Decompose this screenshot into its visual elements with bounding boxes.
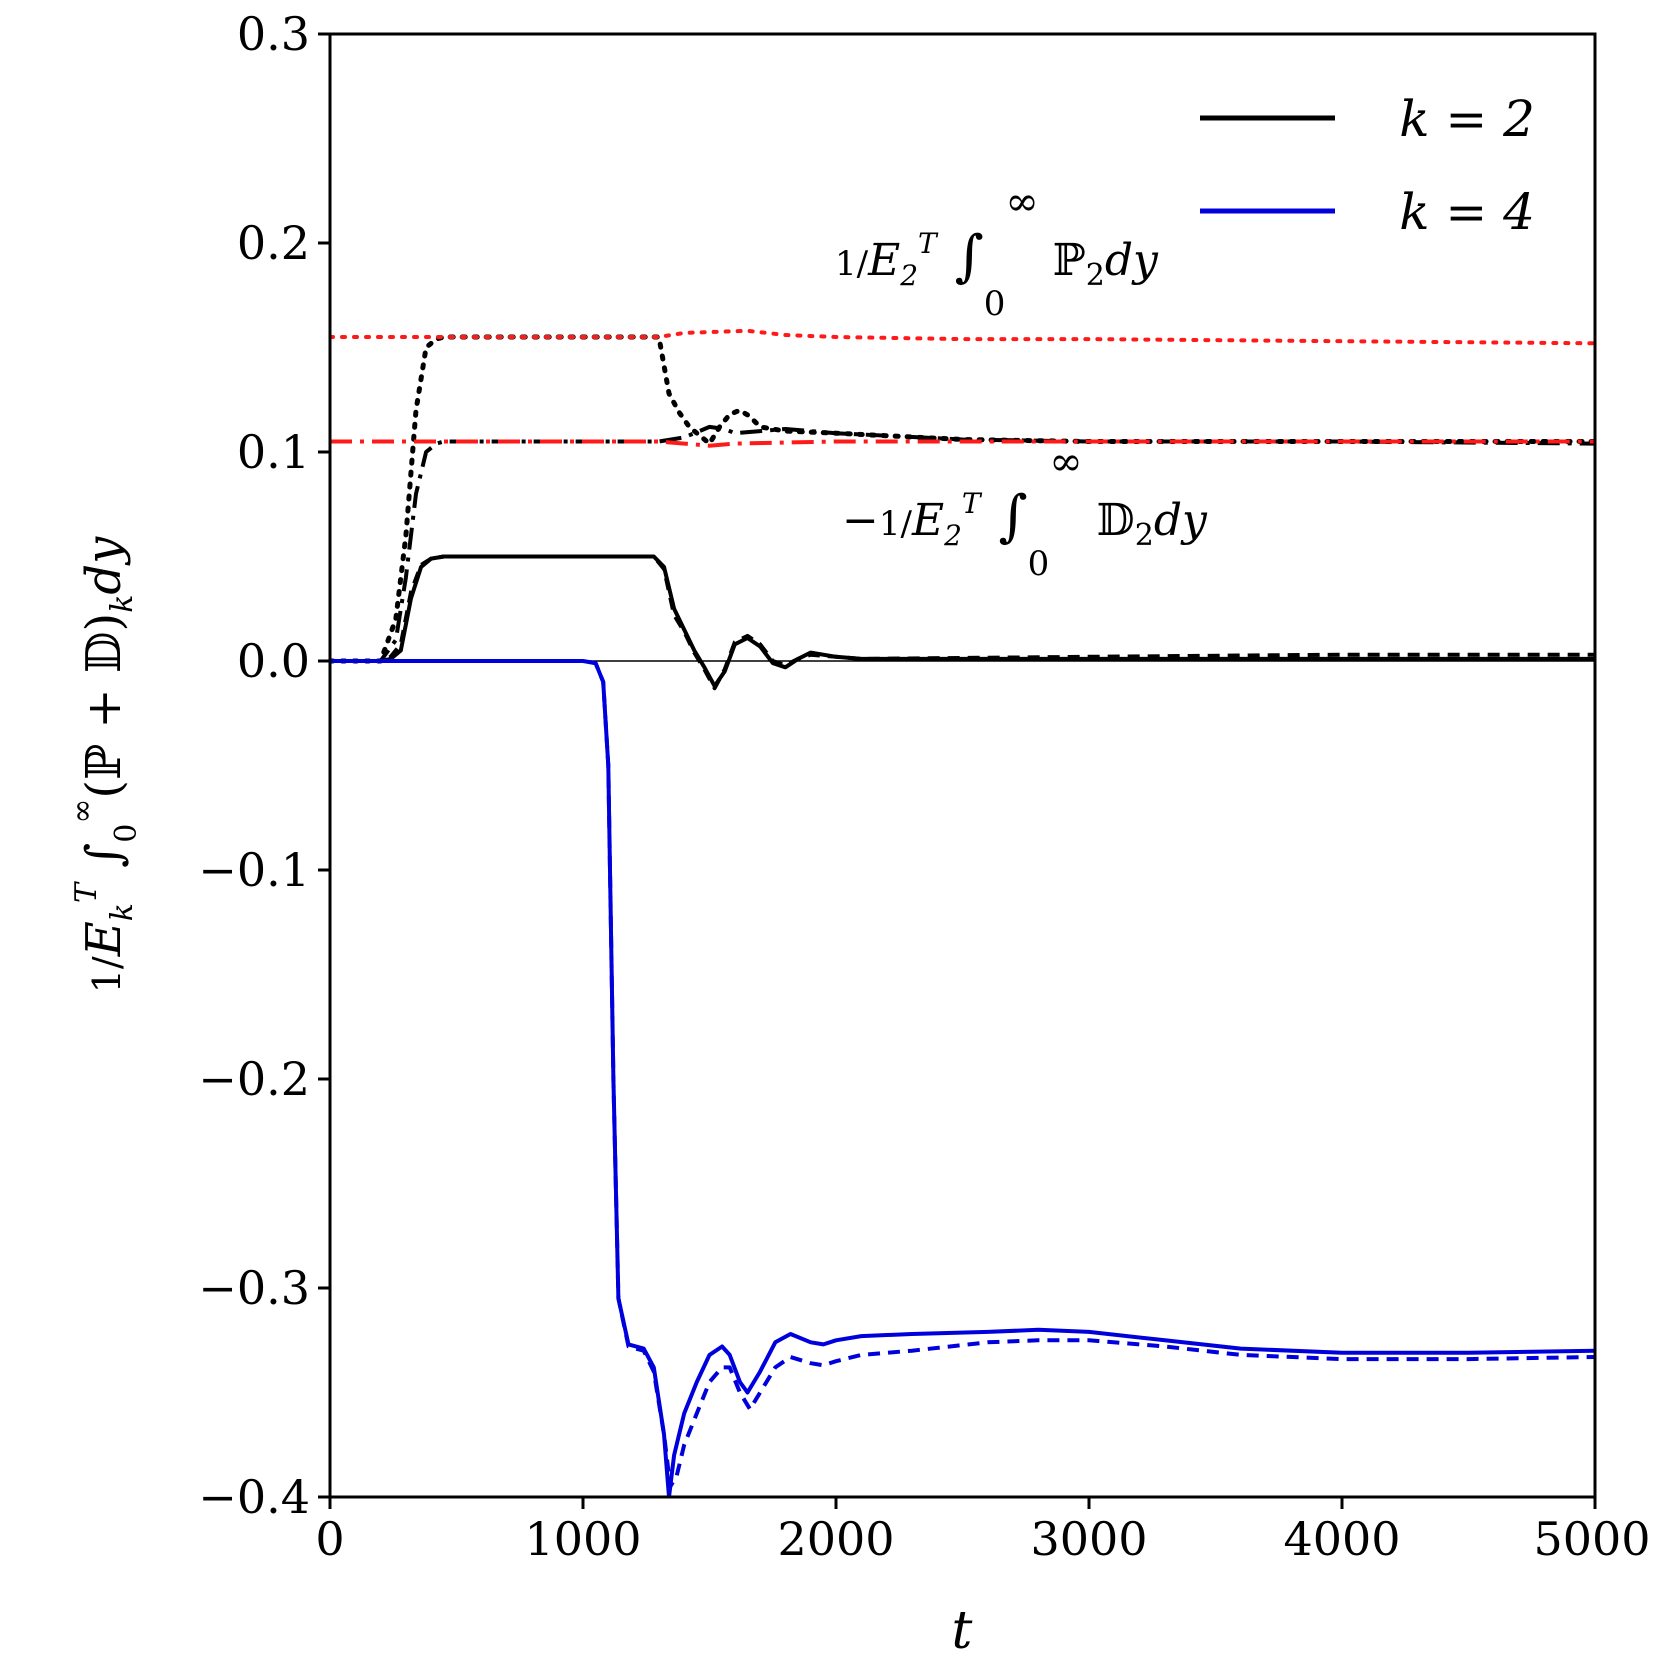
x-tick-label: 5000: [1533, 1512, 1650, 1566]
x-tick-label: 2000: [777, 1512, 894, 1566]
plot-frame: [328, 32, 1597, 1499]
y-tick-label: −0.4: [198, 1470, 310, 1524]
y-tick-label: −0.1: [198, 843, 310, 897]
x-tick-label: 1000: [524, 1512, 641, 1566]
y-tick-label: 0.2: [237, 216, 310, 270]
svg-text:−1/E2T ∫0∞ 𝔻2dy: −1/E2T ∫0∞ 𝔻2dy: [842, 439, 1208, 584]
y-tick-label: −0.2: [198, 1052, 310, 1106]
x-tick-label: 4000: [1283, 1512, 1400, 1566]
legend-label-k4: k = 4: [1399, 183, 1535, 241]
series-line-1: [330, 554, 1595, 691]
y-tick-label: 0.1: [237, 425, 310, 479]
legend: k = 2 k = 4: [1200, 90, 1535, 241]
y-axis: 0.3 0.2 0.1 0.0 −0.1 −0.2 −0.3 −0.4: [198, 7, 330, 1524]
series-line-7: [330, 659, 1595, 1497]
annotation-dissipation: −1/E2T ∫0∞ 𝔻2dy: [842, 439, 1208, 584]
series-line-3: [330, 424, 1595, 663]
series-line-6: [330, 659, 1595, 1489]
y-tick-label: −0.3: [198, 1261, 310, 1315]
y-tick-label: 0.3: [237, 7, 310, 61]
series-line-0: [330, 554, 1595, 689]
y-tick-label: 0.0: [237, 634, 310, 688]
series-line-5: [330, 439, 1595, 448]
x-tick-label: 3000: [1030, 1512, 1147, 1566]
y-axis-title: 1/EkT ∫0∞(ℙ + 𝔻)kdy: [65, 536, 144, 993]
series-group: [330, 328, 1595, 1497]
x-axis-title: t: [952, 1601, 973, 1661]
series-line-4: [330, 328, 1595, 346]
x-tick-label: 0: [315, 1512, 344, 1566]
annotation-production: 1/E2T ∫0∞ ℙ2dy: [835, 179, 1159, 324]
svg-text:1/E2T ∫0∞ ℙ2dy: 1/E2T ∫0∞ ℙ2dy: [835, 179, 1159, 324]
legend-label-k2: k = 2: [1399, 90, 1535, 148]
x-axis: 0 1000 2000 3000 4000 5000: [315, 1497, 1651, 1566]
svg-text:1/EkT ∫0∞(ℙ + 𝔻)kdy: 1/EkT ∫0∞(ℙ + 𝔻)kdy: [65, 536, 144, 993]
